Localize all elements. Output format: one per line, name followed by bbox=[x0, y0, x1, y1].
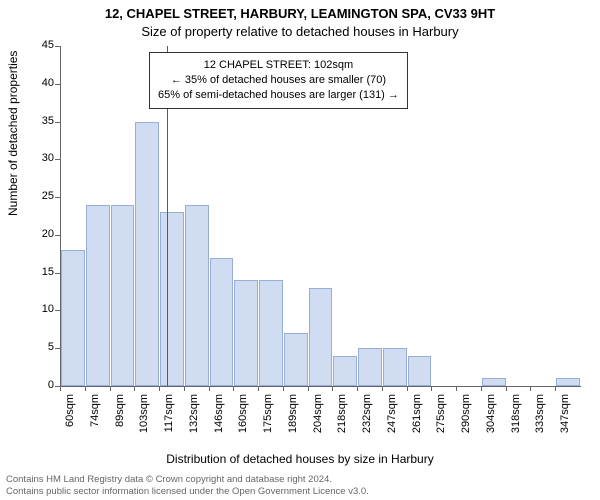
histogram-bar bbox=[135, 122, 159, 386]
x-tick-label: 261sqm bbox=[411, 394, 423, 454]
x-tick-label: 333sqm bbox=[534, 394, 546, 454]
y-tick-label: 10 bbox=[28, 303, 54, 315]
x-tick-mark bbox=[159, 386, 160, 391]
x-tick-mark bbox=[283, 386, 284, 391]
chart-title-line1: 12, CHAPEL STREET, HARBURY, LEAMINGTON S… bbox=[0, 6, 600, 21]
x-tick-mark bbox=[110, 386, 111, 391]
x-tick-mark bbox=[233, 386, 234, 391]
x-tick-mark bbox=[481, 386, 482, 391]
footer-line1: Contains HM Land Registry data © Crown c… bbox=[6, 474, 369, 486]
x-tick-mark bbox=[258, 386, 259, 391]
info-box-line: 65% of semi-detached houses are larger (… bbox=[158, 88, 399, 103]
x-tick-label: 103sqm bbox=[138, 394, 150, 454]
x-tick-label: 132sqm bbox=[188, 394, 200, 454]
plot-area: 12 CHAPEL STREET: 102sqm← 35% of detache… bbox=[60, 46, 581, 387]
y-tick-label: 40 bbox=[28, 77, 54, 89]
x-tick-mark bbox=[357, 386, 358, 391]
y-tick-mark bbox=[55, 197, 60, 198]
x-tick-mark bbox=[184, 386, 185, 391]
x-tick-mark bbox=[456, 386, 457, 391]
info-box-line: 12 CHAPEL STREET: 102sqm bbox=[158, 58, 399, 73]
y-tick-mark bbox=[55, 46, 60, 47]
histogram-bar bbox=[61, 250, 85, 386]
x-tick-mark bbox=[332, 386, 333, 391]
histogram-bar bbox=[556, 378, 580, 386]
histogram-bar bbox=[234, 280, 258, 386]
x-tick-mark bbox=[209, 386, 210, 391]
chart-container: 12, CHAPEL STREET, HARBURY, LEAMINGTON S… bbox=[0, 0, 600, 500]
y-tick-label: 0 bbox=[28, 379, 54, 391]
histogram-bar bbox=[210, 258, 234, 386]
y-tick-label: 35 bbox=[28, 115, 54, 127]
y-tick-mark bbox=[55, 235, 60, 236]
x-tick-label: 318sqm bbox=[510, 394, 522, 454]
x-tick-label: 89sqm bbox=[114, 394, 126, 454]
x-tick-label: 60sqm bbox=[64, 394, 76, 454]
info-box: 12 CHAPEL STREET: 102sqm← 35% of detache… bbox=[149, 52, 408, 109]
histogram-bar bbox=[185, 205, 209, 386]
y-tick-label: 15 bbox=[28, 266, 54, 278]
y-tick-mark bbox=[55, 84, 60, 85]
chart-title-line2: Size of property relative to detached ho… bbox=[0, 24, 600, 39]
x-tick-mark bbox=[506, 386, 507, 391]
histogram-bar bbox=[333, 356, 357, 386]
y-tick-label: 30 bbox=[28, 152, 54, 164]
histogram-bar bbox=[358, 348, 382, 386]
footer-attribution: Contains HM Land Registry data © Crown c… bbox=[6, 474, 369, 498]
y-tick-mark bbox=[55, 273, 60, 274]
x-tick-label: 189sqm bbox=[287, 394, 299, 454]
x-tick-label: 247sqm bbox=[386, 394, 398, 454]
y-axis-label: Number of detached properties bbox=[6, 51, 20, 216]
x-tick-mark bbox=[431, 386, 432, 391]
histogram-bar bbox=[383, 348, 407, 386]
y-tick-label: 45 bbox=[28, 39, 54, 51]
x-tick-mark bbox=[85, 386, 86, 391]
histogram-bar bbox=[160, 212, 184, 386]
histogram-bar bbox=[482, 378, 506, 386]
x-tick-label: 232sqm bbox=[361, 394, 373, 454]
x-tick-mark bbox=[308, 386, 309, 391]
y-tick-mark bbox=[55, 122, 60, 123]
y-tick-mark bbox=[55, 159, 60, 160]
x-tick-mark bbox=[555, 386, 556, 391]
y-tick-label: 25 bbox=[28, 190, 54, 202]
x-tick-label: 347sqm bbox=[559, 394, 571, 454]
x-tick-mark bbox=[60, 386, 61, 391]
x-tick-mark bbox=[382, 386, 383, 391]
x-tick-label: 218sqm bbox=[336, 394, 348, 454]
x-tick-label: 175sqm bbox=[262, 394, 274, 454]
footer-line2: Contains public sector information licen… bbox=[6, 486, 369, 498]
x-tick-label: 290sqm bbox=[460, 394, 472, 454]
histogram-bar bbox=[259, 280, 283, 386]
x-tick-mark bbox=[134, 386, 135, 391]
y-tick-mark bbox=[55, 310, 60, 311]
x-tick-label: 146sqm bbox=[213, 394, 225, 454]
histogram-bar bbox=[86, 205, 110, 386]
x-tick-mark bbox=[407, 386, 408, 391]
histogram-bar bbox=[408, 356, 432, 386]
x-tick-label: 204sqm bbox=[312, 394, 324, 454]
x-tick-label: 160sqm bbox=[237, 394, 249, 454]
x-tick-mark bbox=[530, 386, 531, 391]
x-tick-label: 117sqm bbox=[163, 394, 175, 454]
y-tick-label: 20 bbox=[28, 228, 54, 240]
x-axis-label: Distribution of detached houses by size … bbox=[0, 452, 600, 466]
x-tick-label: 304sqm bbox=[485, 394, 497, 454]
x-tick-label: 275sqm bbox=[435, 394, 447, 454]
y-tick-label: 5 bbox=[28, 341, 54, 353]
histogram-bar bbox=[111, 205, 135, 386]
x-tick-label: 74sqm bbox=[89, 394, 101, 454]
histogram-bar bbox=[284, 333, 308, 386]
histogram-bar bbox=[309, 288, 333, 386]
info-box-line: ← 35% of detached houses are smaller (70… bbox=[158, 73, 399, 88]
y-tick-mark bbox=[55, 348, 60, 349]
